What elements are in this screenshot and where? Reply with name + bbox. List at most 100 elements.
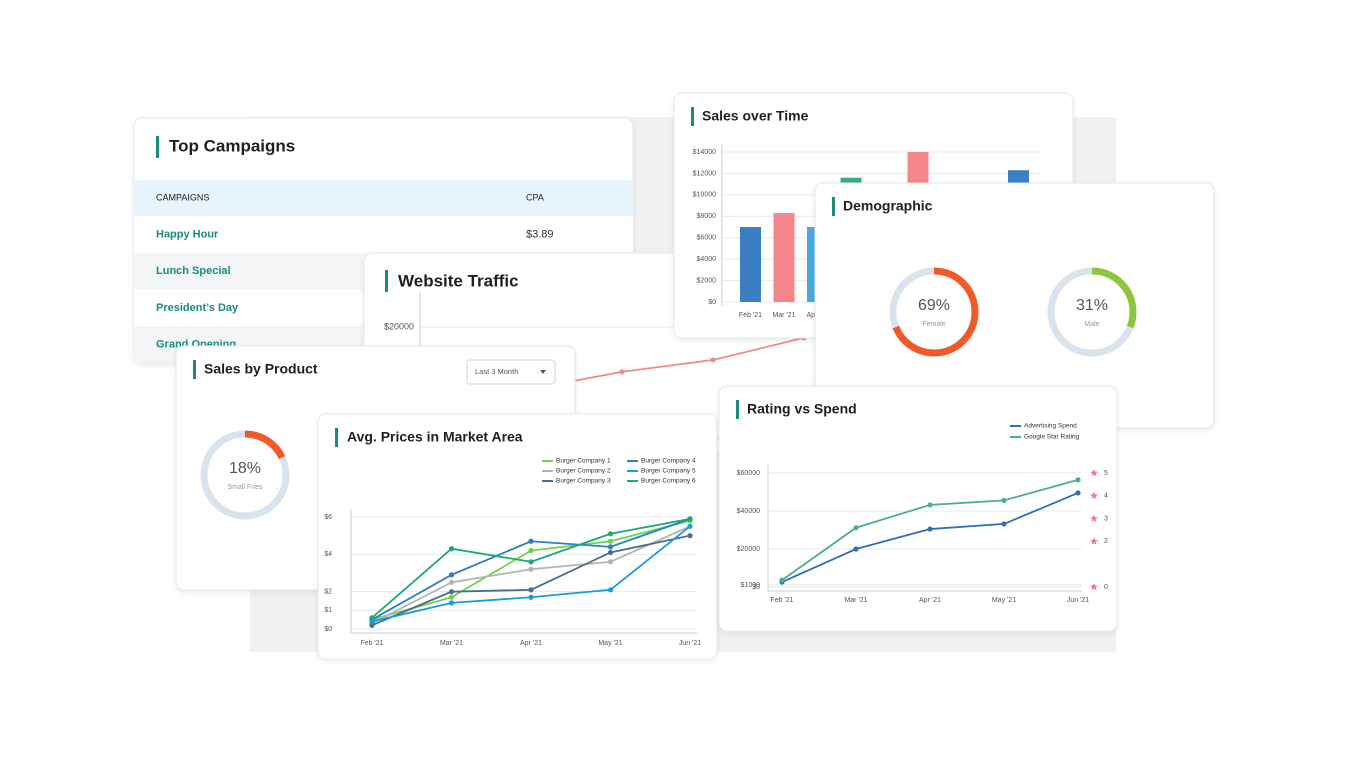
donut-arc [889,267,979,357]
y-tick-label: $0 [752,584,760,591]
card-title: Sales over Time [702,108,809,124]
y-tick-label: $2 [324,589,332,596]
legend-label: Advertising Spend [1024,423,1077,430]
y-tick-label: $4000 [697,256,717,263]
x-tick-label: Apr '21 [520,640,542,647]
y-tick-label: $14000 [693,149,716,156]
star-icon [1090,491,1098,499]
data-point [927,526,933,532]
y-tick-label: $12000 [693,170,716,177]
data-point [1075,490,1081,496]
avg-prices-card: Avg. Prices in Market Area $0 $1 $2 $4 $6 Feb… [317,413,718,660]
data-point [607,531,614,537]
title-accent [736,400,739,419]
table-row-bg [134,216,633,253]
data-point [448,589,455,595]
data-point [607,559,614,565]
legend-label: Burger Company 1 [556,458,611,465]
donut-value-label: 31% [1076,297,1108,314]
card-title: Avg. Prices in Market Area [347,429,523,445]
dropdown-label[interactable]: Last 3 Month [475,367,518,376]
x-tick-label: Jun '21 [1067,597,1089,604]
bar [773,213,795,302]
donut-arc [200,430,290,520]
data-point [448,572,455,578]
data-point [607,538,614,544]
data-point [448,579,455,585]
data-point [528,587,534,593]
title-accent [691,107,694,126]
data-point [369,618,375,625]
y-tick-label: $8000 [697,213,717,220]
card-title: Demographic [843,198,933,214]
x-tick-label: Feb '21 [739,312,762,319]
card-title: Rating vs Spend [747,401,857,417]
y2-tick-label: 3 [1104,515,1108,522]
data-point [528,538,534,544]
data-point [927,502,933,508]
x-tick-label: Jun '21 [679,640,701,647]
y2-tick-label: 5 [1104,470,1108,477]
rating-vs-spend-card: Rating vs Spend $0$1000 $20000 $40000 $6000… [718,385,1118,632]
x-tick-label: May '21 [598,640,622,647]
dropdown-caret[interactable] [540,370,546,374]
donut-category-label: Small Fries [227,484,263,491]
y-tick-label: $0 [708,299,716,306]
campaign-name: President’s Day [156,302,239,314]
data-point [1001,521,1007,527]
data-point [607,549,614,556]
y-tick-label: $1000 [741,582,761,589]
data-point [853,525,859,531]
data-point [528,566,534,572]
donut-value-label: 69% [918,297,950,314]
y-tick-label: $6 [324,514,332,521]
data-point [448,546,455,552]
data-point [619,369,625,375]
star-icon [1090,514,1098,522]
card [317,413,718,660]
card-title: Website Traffic [398,271,519,290]
y-tick-label: $4 [324,551,332,558]
x-tick-label: Mar '21 [844,597,867,604]
data-point [687,516,693,522]
x-tick-label: Feb '21 [360,640,383,647]
x-tick-label: Mar '21 [772,312,795,319]
legend-label: Burger Company 2 [556,468,611,475]
title-accent [385,270,388,292]
data-point [448,600,455,606]
table-header-bg [134,180,633,216]
y2-tick-label: 0 [1104,584,1108,591]
card-title: Top Campaigns [169,136,295,155]
star-icon [1090,583,1098,591]
donut-value-label: 18% [229,460,261,477]
data-point [687,523,693,529]
column-header: CAMPAIGNS [156,192,209,202]
card-title: Sales by Product [204,361,318,377]
data-point [710,357,716,363]
data-point [369,615,375,621]
data-point [448,594,455,600]
dropdown-box[interactable] [466,359,556,385]
y2-tick-label: 4 [1104,493,1108,500]
cpa-cell: $3.89 [526,228,554,240]
title-accent [193,360,196,379]
period-dropdown[interactable]: Last 3 Month [466,359,556,385]
star-icon [1090,537,1098,545]
x-tick-label: Feb '21 [770,597,793,604]
x-tick-label: May '21 [992,597,1016,604]
y-tick-label: $2000 [697,277,717,284]
legend-label: Burger Company 4 [641,458,696,465]
data-point [528,548,534,554]
title-accent [335,428,338,447]
y-tick-label: $0 [324,626,332,633]
data-point [779,577,785,583]
data-point [607,587,614,593]
y-tick-label: $10000 [693,192,716,199]
data-point [853,546,859,552]
x-tick-label: Mar '21 [440,640,463,647]
data-point [369,622,375,628]
legend-label: Burger Company 3 [556,478,611,485]
y-tick-label: $6000 [697,235,717,242]
star-icon [1090,469,1098,477]
